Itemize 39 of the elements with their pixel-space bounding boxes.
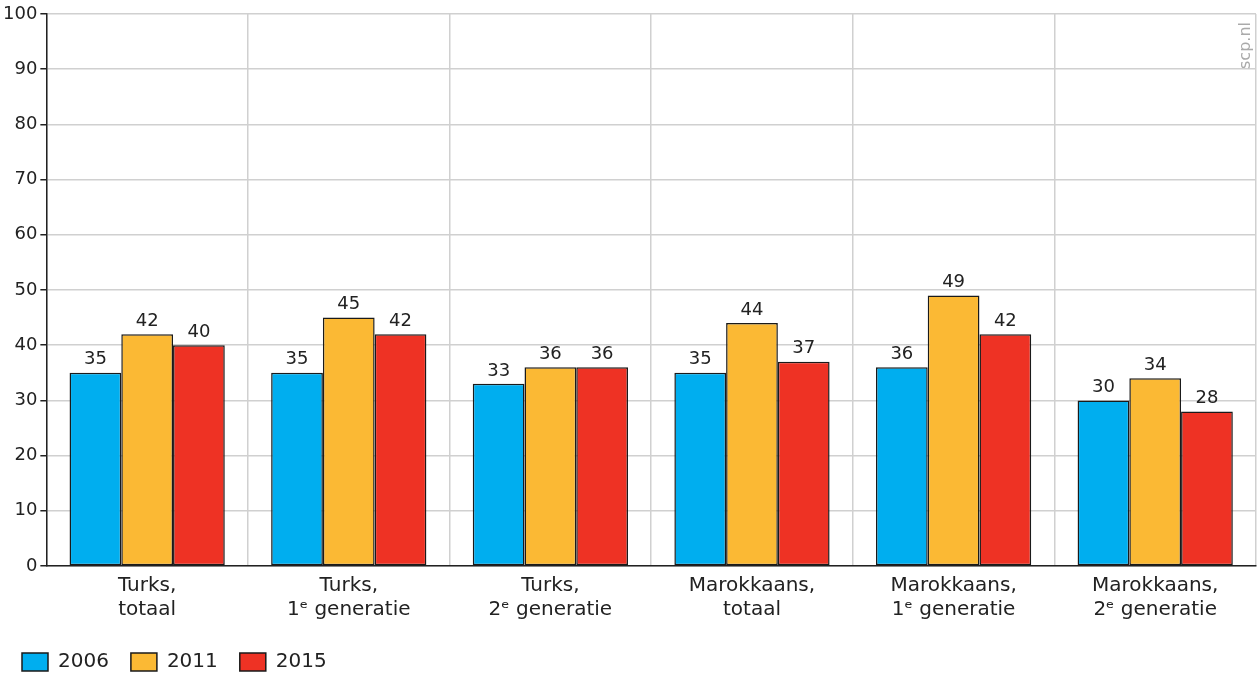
data-label: 33 bbox=[487, 358, 511, 380]
y-tick-label: 50 bbox=[14, 277, 38, 299]
data-label: 28 bbox=[1195, 386, 1219, 408]
legend-label: 2015 bbox=[275, 648, 327, 673]
x-tick-label: Turks, 1ᵉ generatie bbox=[286, 572, 411, 621]
data-label: 40 bbox=[187, 319, 211, 341]
x-tick-label: Marokkaans, 1ᵉ generatie bbox=[890, 572, 1017, 621]
data-label: 30 bbox=[1092, 375, 1115, 397]
data-label: 42 bbox=[135, 308, 159, 330]
y-tick-label: 0 bbox=[25, 553, 38, 575]
data-label: 45 bbox=[337, 292, 361, 314]
y-tick-label: 30 bbox=[14, 388, 38, 410]
data-label: 44 bbox=[740, 297, 764, 319]
x-tick-label: Marokkaans, 2ᵉ generatie bbox=[1092, 572, 1219, 621]
legend-label: 2011 bbox=[166, 648, 218, 673]
data-label: 37 bbox=[792, 336, 816, 358]
data-label: 35 bbox=[688, 347, 712, 369]
y-tick-label: 80 bbox=[14, 112, 38, 134]
x-tick-label: Marokkaans, totaal bbox=[688, 572, 816, 621]
data-label: 42 bbox=[993, 308, 1017, 330]
x-tick-label: Turks, totaal bbox=[116, 572, 177, 621]
data-label: 35 bbox=[285, 347, 309, 369]
data-label: 36 bbox=[590, 341, 614, 363]
data-label: 35 bbox=[83, 347, 107, 369]
data-label: 36 bbox=[538, 341, 562, 363]
data-label: 34 bbox=[1143, 352, 1167, 374]
data-label: 36 bbox=[890, 341, 914, 363]
y-tick-label: 100 bbox=[3, 1, 38, 23]
y-tick-label: 40 bbox=[14, 332, 38, 354]
annotation: scp.nl bbox=[1235, 22, 1255, 69]
data-label: 42 bbox=[389, 308, 412, 330]
legend-label: 2006 bbox=[58, 648, 109, 673]
y-tick-label: 90 bbox=[14, 56, 38, 78]
y-tick-label: 60 bbox=[14, 222, 38, 244]
y-tick-label: 70 bbox=[14, 167, 38, 189]
y-tick-label: 20 bbox=[14, 443, 38, 465]
y-tick-label: 10 bbox=[14, 498, 38, 520]
x-tick-label: Turks, 2ᵉ generatie bbox=[488, 572, 613, 621]
data-label: 49 bbox=[942, 270, 966, 292]
